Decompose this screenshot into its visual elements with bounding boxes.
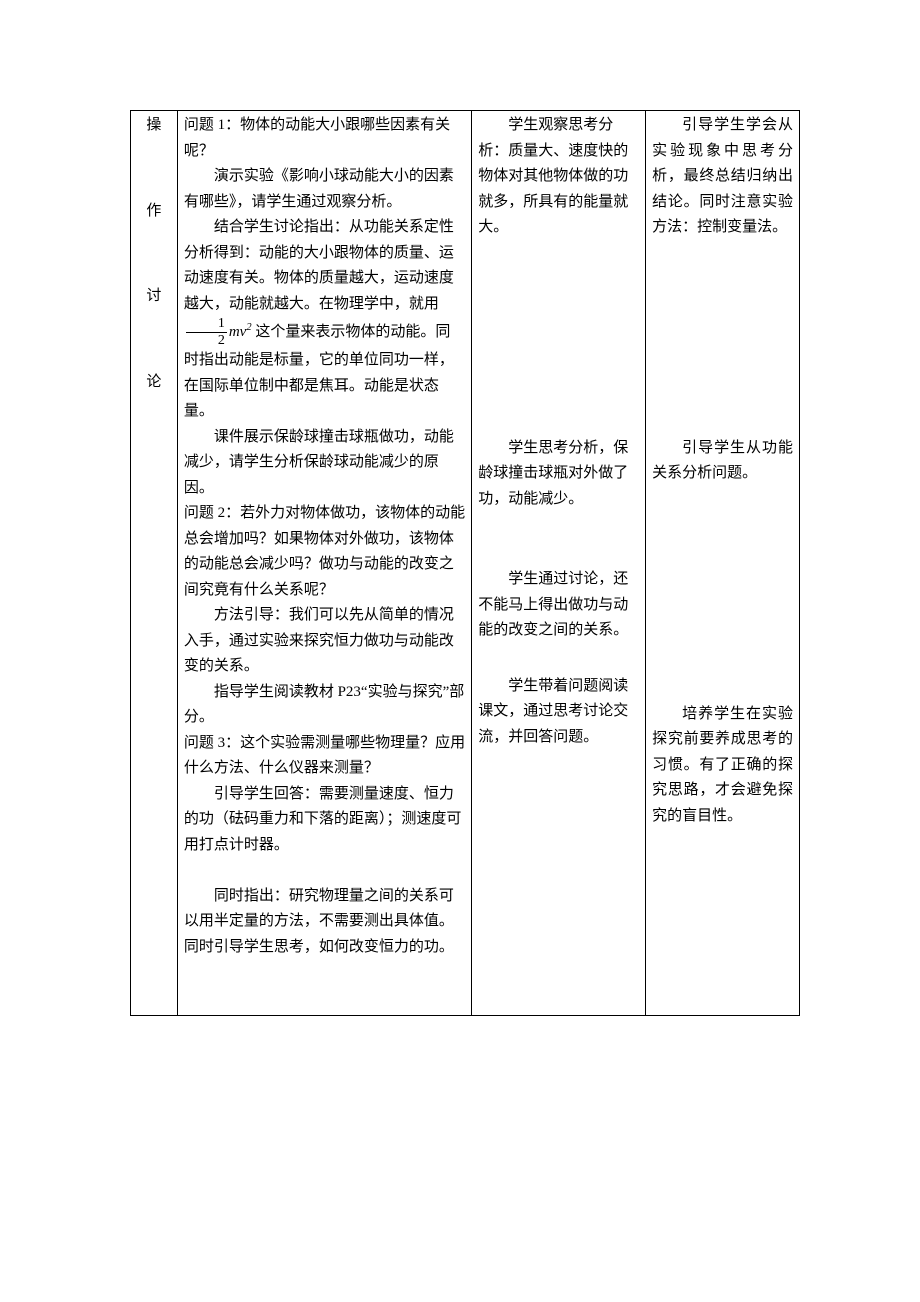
intent-observe-text: 引导学生学会从实验现象中思考分析，最终总结归纳出结论。同时注意实验方法：控制变量… bbox=[652, 113, 793, 241]
text-segment: 结合学生讨论指出：从功能关系定性分析得到：动能的大小跟物体的质量、运动速度有关。… bbox=[184, 219, 454, 312]
row-label-char: 操 bbox=[137, 113, 171, 139]
spacer bbox=[184, 858, 465, 884]
student-analyze-text: 学生思考分析，保龄球撞击球瓶对外做了功，动能减少。 bbox=[478, 436, 639, 513]
fraction: 1 2 bbox=[186, 317, 227, 348]
design-intent-cell: 引导学生学会从实验现象中思考分析，最终总结归纳出结论。同时注意实验方法：控制变量… bbox=[646, 111, 800, 1016]
demo-experiment-text: 演示实验《影响小球动能大小的因素有哪些》，请学生通过观察分析。 bbox=[184, 164, 465, 215]
spacer bbox=[184, 986, 465, 1012]
row-label-cell: 操 作 讨 论 bbox=[131, 111, 178, 1016]
student-read-text: 学生带着问题阅读课文，通过思考讨论交流，并回答问题。 bbox=[478, 674, 639, 751]
answer-guide-text: 引导学生回答：需要测量速度、恒力的功（砝码重力和下落的距离）；测速度可用打点计时… bbox=[184, 782, 465, 859]
method-guide-text: 方法引导：我们可以先从简单的情况入手，通过实验来探究恒力做功与动能改变的关系。 bbox=[184, 603, 465, 680]
row-label-char: 讨 bbox=[137, 284, 171, 310]
student-observe-text: 学生观察思考分析：质量大、速度快的物体对其他物体做的功就多，所具有的能量就大。 bbox=[478, 113, 639, 241]
intent-habit-text: 培养学生在实验探究前要养成思考的习惯。有了正确的探究思路，才会避免探究的盲目性。 bbox=[652, 702, 793, 830]
mv: mv bbox=[229, 324, 247, 340]
spacer bbox=[652, 241, 793, 436]
fraction-denominator: 2 bbox=[186, 333, 227, 348]
textbook-reference-text: 指导学生阅读教材 P23“实验与探究”部分。 bbox=[184, 680, 465, 731]
lesson-table: 操 作 讨 论 问题 1：物体的动能大小跟哪些因素有关呢？ 演示实验《影响小球动… bbox=[130, 110, 800, 1016]
question-2: 问题 2：若外力对物体做功，该物体的动能总会增加吗？如果物体对外做功，该物体的动… bbox=[184, 501, 465, 603]
spacer bbox=[652, 487, 793, 702]
question-1: 问题 1：物体的动能大小跟哪些因素有关呢？ bbox=[184, 113, 465, 164]
table-row: 操 作 讨 论 问题 1：物体的动能大小跟哪些因素有关呢？ 演示实验《影响小球动… bbox=[131, 111, 800, 1016]
student-discuss-text: 学生通过讨论，还不能马上得出做功与动能的改变之间的关系。 bbox=[478, 567, 639, 644]
discussion-conclusion-text: 结合学生讨论指出：从功能关系定性分析得到：动能的大小跟物体的质量、运动速度有关。… bbox=[184, 215, 465, 425]
intent-energy-text: 引导学生从功能关系分析问题。 bbox=[652, 436, 793, 487]
row-label-char: 论 bbox=[137, 370, 171, 396]
row-label-char: 作 bbox=[137, 199, 171, 225]
spacer bbox=[478, 241, 639, 436]
exponent: 2 bbox=[246, 322, 251, 333]
page: 操 作 讨 论 问题 1：物体的动能大小跟哪些因素有关呢？ 演示实验《影响小球动… bbox=[0, 0, 920, 1302]
student-activity-cell: 学生观察思考分析：质量大、速度快的物体对其他物体做的功就多，所具有的能量就大。 … bbox=[472, 111, 646, 1016]
question-3: 问题 3：这个实验需测量哪些物理量？应用什么方法、什么仪器来测量？ bbox=[184, 731, 465, 782]
spacer bbox=[184, 960, 465, 986]
semi-quantitative-text: 同时指出：研究物理量之间的关系可以用半定量的方法，不需要测出具体值。同时引导学生… bbox=[184, 884, 465, 961]
formula-mv2: mv2 bbox=[229, 324, 252, 340]
teacher-activity-cell: 问题 1：物体的动能大小跟哪些因素有关呢？ 演示实验《影响小球动能大小的因素有哪… bbox=[177, 111, 471, 1016]
spacer bbox=[478, 644, 639, 674]
spacer bbox=[478, 512, 639, 567]
bowling-example-text: 课件展示保龄球撞击球瓶做功，动能减少，请学生分析保龄球动能减少的原因。 bbox=[184, 425, 465, 502]
fraction-numerator: 1 bbox=[186, 317, 227, 333]
